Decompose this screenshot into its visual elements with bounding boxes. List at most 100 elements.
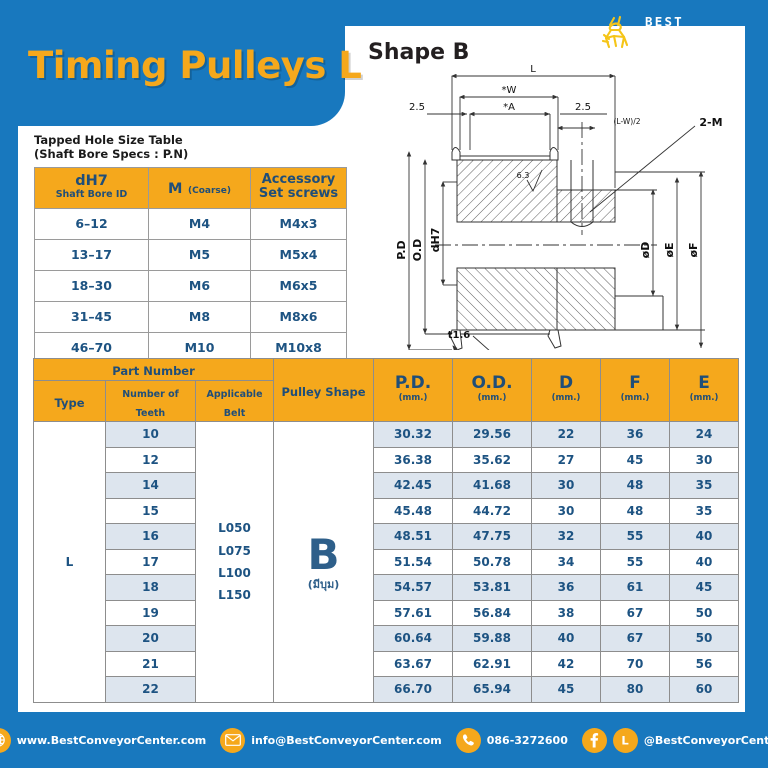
tht-cell-m: M8 — [148, 300, 251, 333]
spec-header-belt-label: Applicable Belt — [206, 389, 263, 419]
tht-header-screws-line1: Accessory — [261, 171, 336, 187]
spec-cell-teeth: 14 — [105, 472, 196, 499]
tht-cell-screw: M4x3 — [250, 207, 347, 240]
spec-cell-e: 35 — [669, 472, 740, 499]
spec-header-pulley-shape-label: Pulley Shape — [281, 384, 366, 399]
table-row: 12 36.38 35.62 27 45 30 — [34, 446, 740, 473]
logo-line-conveyor: CONVEYOR — [645, 25, 723, 41]
tht-cell-screw: M6x5 — [250, 269, 347, 302]
spec-cell-od: 47.75 — [452, 523, 533, 550]
spec-cell-d: 22 — [531, 421, 602, 448]
dim-label-OD: O.D — [411, 239, 424, 261]
logo-line-center: CENTER — [645, 38, 704, 54]
footer-website[interactable]: www.BestConveyorCenter.com — [0, 727, 207, 753]
spec-cell-pd: 30.32 — [373, 421, 454, 448]
spec-cell-od: 29.56 — [452, 421, 533, 448]
spec-cell-e: 40 — [669, 548, 740, 575]
spec-cell-e: 24 — [669, 421, 740, 448]
spec-cell-od: 62.91 — [452, 650, 533, 677]
tapped-hole-table: dH7 Shaft Bore ID M (Coarse) Accessory S… — [34, 166, 347, 364]
tapped-hole-table-section: Tapped Hole Size Table (Shaft Bore Specs… — [34, 133, 347, 364]
tht-header-bore-sub: Shaft Bore ID — [55, 188, 128, 200]
spec-header-pulley-shape: Pulley Shape — [273, 358, 375, 422]
dim-label-phiD: øD — [639, 242, 652, 259]
spec-cell-pd: 54.57 — [373, 574, 454, 601]
spec-cell-d: 42 — [531, 650, 602, 677]
tht-cell-m: M4 — [148, 207, 251, 240]
shape-letter: B — [307, 530, 340, 580]
spec-cell-od: 65.94 — [452, 676, 533, 703]
spec-header-type-label: Type — [54, 395, 85, 410]
spec-cell-pd: 66.70 — [373, 676, 454, 703]
footer-email[interactable]: info@BestConveyorCenter.com — [220, 727, 442, 753]
dim-label-phiE: øE — [663, 242, 676, 257]
tht-cell-bore: 18–30 — [34, 269, 149, 302]
dim-label-left-2-5: 2.5 — [409, 102, 425, 113]
spec-header-part-number: Part Number — [32, 358, 275, 381]
tht-header-bore: dH7 Shaft Bore ID — [34, 166, 149, 209]
dim-label-phiF: øF — [687, 242, 700, 257]
spec-cell-d: 45 — [531, 676, 602, 703]
spec-header-od-unit: (mm.) — [477, 393, 507, 404]
spec-cell-teeth: 12 — [105, 446, 196, 473]
tht-header-m-sub: (Coarse) — [188, 185, 231, 196]
spec-cell-teeth: 16 — [105, 523, 196, 550]
dim-label-W: *W — [502, 85, 517, 96]
spec-header-f-unit: (mm.) — [620, 393, 650, 404]
spec-cell-teeth: 10 — [105, 421, 196, 448]
spec-cell-teeth: 17 — [105, 548, 196, 575]
header-blue-block — [0, 0, 345, 126]
table-row: 17 51.54 50.78 34 55 40 — [34, 548, 740, 575]
tht-cell-bore: 6–12 — [34, 207, 149, 240]
dim-label-lw2: (L-W)/2 — [613, 117, 640, 126]
spec-cell-belt: L050 L075 L100 L150 — [194, 421, 275, 703]
shape-sublabel: (มีบุม) — [307, 577, 340, 591]
spec-header-type: Type — [33, 380, 106, 422]
table-row: L 10 L050 L075 L100 L150 B (มีบุม) 30.32 29.56 22 3… — [33, 421, 740, 703]
spec-cell-d: 36 — [531, 574, 602, 601]
tht-cell-screw: M5x4 — [250, 238, 347, 271]
spec-cell-f: 55 — [600, 548, 671, 575]
tht-cell-m: M6 — [148, 269, 251, 302]
dim-label-PD: P.D — [395, 240, 408, 259]
spec-cell-e: 60 — [669, 676, 740, 703]
table-row: 18–30 M6 M6x5 — [34, 269, 347, 302]
spec-cell-d: 27 — [531, 446, 602, 473]
spec-header-d-label: D — [558, 373, 574, 394]
footer-social[interactable]: L @BestConveyorCenter — [581, 727, 768, 753]
spec-cell-od: 56.84 — [452, 599, 533, 626]
spec-cell-f: 55 — [600, 523, 671, 550]
spec-cell-teeth: 15 — [105, 497, 196, 524]
spec-cell-d: 32 — [531, 523, 602, 550]
tht-cell-bore: 31–45 — [34, 300, 149, 333]
spec-cell-d: 30 — [531, 497, 602, 524]
table-header-row: dH7 Shaft Bore ID M (Coarse) Accessory S… — [34, 166, 347, 209]
spec-header-belt: Applicable Belt — [194, 380, 275, 422]
spec-header-row-group: Part Number Pulley Shape P.D. (mm.) O.D.… — [32, 358, 740, 422]
tht-cell-m: M5 — [148, 238, 251, 271]
tht-cell-screw: M8x6 — [250, 300, 347, 333]
belt-option: L075 — [218, 543, 251, 558]
spec-cell-pd: 48.51 — [373, 523, 454, 550]
tht-header-m-main: M — [167, 180, 183, 197]
spec-cell-d: 40 — [531, 625, 602, 652]
dim-label-right-2-5: 2.5 — [575, 102, 591, 113]
table-row: 18 54.57 53.81 36 61 45 — [34, 574, 740, 601]
spec-cell-pd: 36.38 — [373, 446, 454, 473]
spec-cell-d: 34 — [531, 548, 602, 575]
footer-website-label: www.BestConveyorCenter.com — [16, 733, 207, 747]
spec-header-pd-label: P.D. — [394, 373, 432, 394]
spec-cell-shape: B (มีบุม) — [273, 421, 375, 703]
table-row: 14 42.45 41.68 30 48 35 — [34, 472, 740, 499]
footer-phone[interactable]: 086-3272600 — [455, 727, 568, 753]
spec-cell-f: 36 — [600, 421, 671, 448]
spec-cell-e: 56 — [669, 650, 740, 677]
spec-header-e: E (mm.) — [669, 358, 740, 422]
belt-option: L100 — [218, 565, 251, 580]
logo-line-best: BEST — [645, 13, 684, 29]
spec-cell-e: 45 — [669, 574, 740, 601]
dim-label-2M: 2-M — [699, 116, 722, 129]
table-row: 31–45 M8 M8x6 — [34, 300, 347, 333]
spec-cell-e: 40 — [669, 523, 740, 550]
